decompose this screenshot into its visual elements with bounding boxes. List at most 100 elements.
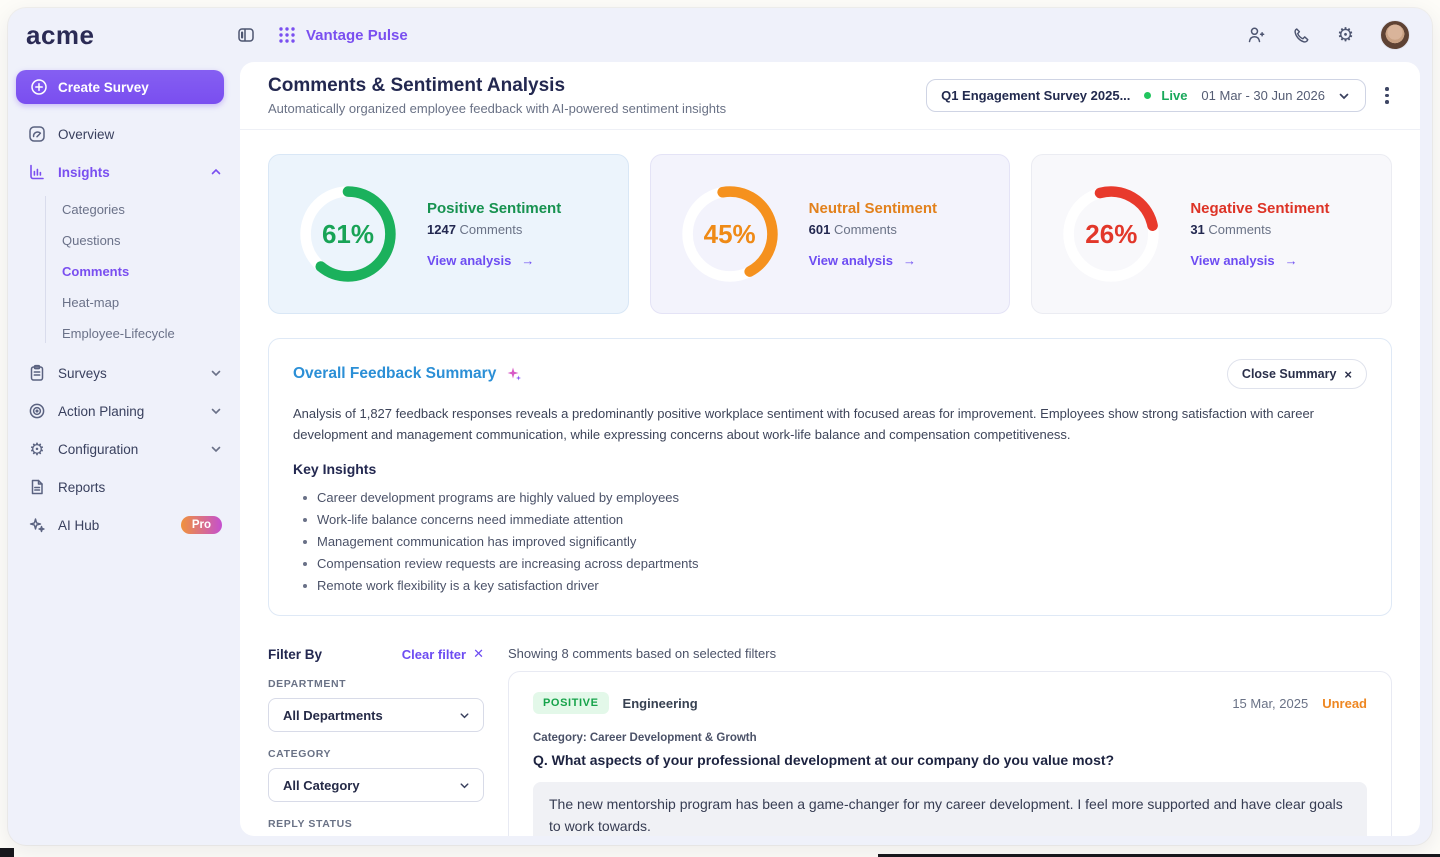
panel-header: Comments & Sentiment Analysis Automatica… xyxy=(240,62,1420,130)
filter-panel: Filter By Clear filter ✕ DEPARTMENT All … xyxy=(268,646,484,836)
close-summary-button[interactable]: Close Summary × xyxy=(1226,359,1367,389)
key-insight-text: Compensation review requests are increas… xyxy=(317,556,699,572)
comment-department: Engineering xyxy=(622,695,698,711)
target-icon xyxy=(28,402,46,420)
key-insight-item: Remote work flexibility is a key satisfa… xyxy=(293,575,1367,597)
key-insight-item: Career development programs are highly v… xyxy=(293,487,1367,509)
sidebar-item-label: Configuration xyxy=(58,441,139,457)
arrow-right-icon: → xyxy=(521,253,535,268)
sidebar-subitem-categories[interactable]: Categories xyxy=(62,194,228,225)
view-analysis-link[interactable]: View analysis → xyxy=(1190,253,1329,268)
subitem-label: Heat-map xyxy=(62,295,120,310)
positive-donut-chart: 61% xyxy=(295,181,401,287)
comment-count-label: Comments xyxy=(459,222,523,237)
sidebar-item-overview[interactable]: Overview xyxy=(20,118,228,150)
plus-circle-icon xyxy=(31,79,47,95)
live-status-dot xyxy=(1144,92,1152,99)
chevron-down-icon xyxy=(210,405,222,417)
arrow-right-icon: → xyxy=(902,253,916,268)
overall-feedback-summary: Overall Feedback Summary Close Summary ×… xyxy=(268,338,1392,617)
sidebar-subitem-employee-lifecycle[interactable]: Employee-Lifecycle xyxy=(62,318,228,349)
subitem-label: Questions xyxy=(62,233,121,248)
department-select[interactable]: All Departments xyxy=(268,698,484,733)
sidebar-subitem-comments[interactable]: Comments xyxy=(62,256,228,287)
bullet-dot xyxy=(303,584,307,589)
arrow-right-icon: → xyxy=(1284,253,1298,268)
clear-filter-link[interactable]: Clear filter ✕ xyxy=(402,646,484,662)
app-window: acme Vantage Pulse xyxy=(8,8,1432,845)
negative-donut-chart: 26% xyxy=(1058,181,1164,287)
sidebar-item-surveys[interactable]: Surveys xyxy=(20,357,228,389)
sidebar-item-label: Overview xyxy=(58,126,115,142)
app-name: Vantage Pulse xyxy=(306,26,408,44)
sparkles-icon xyxy=(28,516,46,534)
bullet-dot xyxy=(303,496,307,501)
comment-category: Category: Career Development & Growth xyxy=(533,732,757,745)
category-select[interactable]: All Category xyxy=(268,768,484,803)
unread-status: Unread xyxy=(1322,695,1367,711)
view-analysis-link[interactable]: View analysis → xyxy=(427,253,561,268)
topbar-actions: ⚙ xyxy=(1246,20,1432,50)
negative-percent: 26% xyxy=(1085,218,1138,249)
comment-question: Q. What aspects of your professional dev… xyxy=(533,752,1115,769)
sidebar-item-ai-hub[interactable]: AI Hub Pro xyxy=(20,509,228,541)
close-summary-label: Close Summary xyxy=(1241,367,1337,381)
sidebar-toggle-icon[interactable] xyxy=(236,25,256,45)
settings-gear-icon[interactable]: ⚙ xyxy=(1336,24,1354,46)
department-label: DEPARTMENT xyxy=(268,678,347,691)
survey-selector[interactable]: Q1 Engagement Survey 2025... Live 01 Mar… xyxy=(926,79,1366,112)
ai-sparkle-icon xyxy=(506,366,522,382)
apps-grid-icon[interactable] xyxy=(278,26,296,44)
comment-count: 31 xyxy=(1190,222,1205,237)
kebab-menu-icon[interactable] xyxy=(1378,87,1396,104)
subitem-label: Employee-Lifecycle xyxy=(62,326,175,341)
sidebar-item-label: AI Hub xyxy=(58,517,100,533)
sidebar-item-configuration[interactable]: ⚙ Configuration xyxy=(20,433,228,465)
clipboard-icon xyxy=(28,364,46,382)
view-analysis-label: View analysis xyxy=(808,253,893,268)
category-label: CATEGORY xyxy=(268,748,332,761)
sidebar-item-reports[interactable]: Reports xyxy=(20,471,228,503)
comment-count-label: Comments xyxy=(1208,222,1272,237)
pro-badge: Pro xyxy=(180,516,222,534)
comment-card[interactable]: POSITIVE Engineering 15 Mar, 2025 Unread… xyxy=(508,671,1392,836)
sidebar-subitem-heat-map[interactable]: Heat-map xyxy=(62,287,228,318)
bullet-dot xyxy=(303,562,307,567)
showing-comments-text: Showing 8 comments based on selected fil… xyxy=(508,646,777,662)
gear-icon: ⚙ xyxy=(29,439,45,459)
subitem-label: Categories xyxy=(62,202,125,217)
close-icon: × xyxy=(1344,366,1352,382)
sidebar-item-insights[interactable]: Insights xyxy=(20,156,228,188)
bullet-dot xyxy=(303,540,307,545)
key-insight-item: Work-life balance concerns need immediat… xyxy=(293,509,1367,531)
sidebar-item-label: Surveys xyxy=(58,365,107,381)
bullet-dot xyxy=(303,518,307,523)
sidebar-item-action-planing[interactable]: Action Planing xyxy=(20,395,228,427)
topbar: acme Vantage Pulse xyxy=(8,8,1432,62)
positive-sentiment-card: 61% Positive Sentiment 1247 Comments Vie… xyxy=(268,154,629,314)
comment-count-label: Comments xyxy=(833,222,897,237)
phone-icon[interactable] xyxy=(1292,26,1311,45)
comment-count: 601 xyxy=(808,222,831,237)
sidebar-subitem-questions[interactable]: Questions xyxy=(62,225,228,256)
view-analysis-link[interactable]: View analysis → xyxy=(809,253,937,268)
comments-list: Showing 8 comments based on selected fil… xyxy=(508,646,1392,836)
card-title: Positive Sentiment xyxy=(427,200,562,217)
survey-name: Q1 Engagement Survey 2025... xyxy=(941,88,1131,103)
reply-status-label: REPLY STATUS xyxy=(268,818,353,831)
sidebar-item-label: Reports xyxy=(58,479,106,495)
insights-sub-list: Categories Questions Comments Heat-map E… xyxy=(20,194,228,349)
page-title: Comments & Sentiment Analysis xyxy=(268,75,566,96)
key-insights-list: Career development programs are highly v… xyxy=(293,487,1367,597)
page-subtitle: Automatically organized employee feedbac… xyxy=(268,101,727,116)
add-user-icon[interactable] xyxy=(1246,25,1266,45)
chevron-down-icon xyxy=(458,709,471,722)
create-survey-button[interactable]: Create Survey xyxy=(16,70,224,104)
sidebar-item-label: Insights xyxy=(58,164,110,180)
overview-gauge-icon xyxy=(28,125,46,143)
category-value: All Category xyxy=(283,777,360,793)
key-insight-item: Compensation review requests are increas… xyxy=(293,553,1367,575)
user-avatar[interactable] xyxy=(1380,20,1410,50)
view-analysis-label: View analysis xyxy=(1190,253,1275,268)
